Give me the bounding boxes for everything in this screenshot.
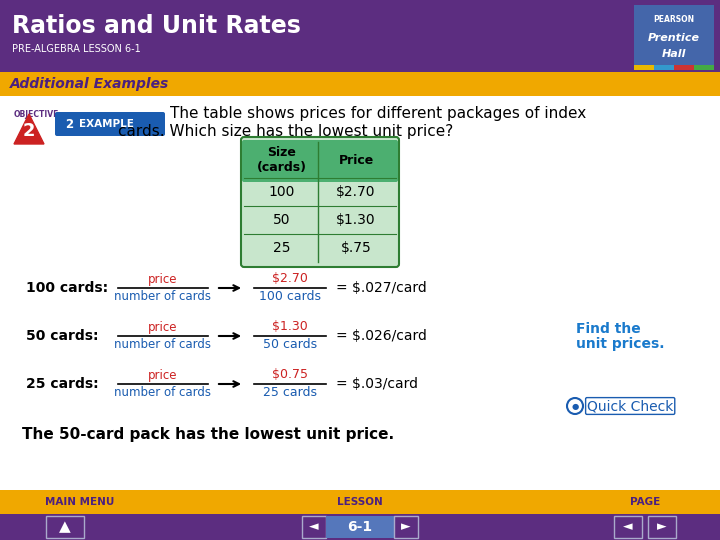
Text: PAGE: PAGE: [630, 497, 660, 507]
Text: ◄: ◄: [624, 521, 633, 534]
Bar: [0, 514, 720, 540]
Text: The 50-card pack has the lowest unit price.: The 50-card pack has the lowest unit pri…: [22, 427, 394, 442]
Bar: [694, 65, 714, 70]
Text: Price: Price: [338, 153, 374, 166]
Bar: [0, 0, 720, 72]
FancyBboxPatch shape: [242, 140, 398, 182]
Text: 2: 2: [65, 118, 73, 131]
Text: $0.75: $0.75: [272, 368, 308, 381]
Text: Ratios and Unit Rates: Ratios and Unit Rates: [12, 14, 301, 38]
Text: Hall: Hall: [662, 49, 686, 59]
Bar: [302, 516, 326, 538]
Text: 100 cards: 100 cards: [259, 291, 321, 303]
Bar: [394, 516, 418, 538]
Text: unit prices.: unit prices.: [576, 337, 665, 351]
Text: 50: 50: [274, 213, 291, 227]
Text: ●: ●: [572, 402, 579, 410]
Text: The table shows prices for different packages of index: The table shows prices for different pac…: [170, 106, 586, 121]
Text: PEARSON: PEARSON: [654, 15, 695, 24]
Text: cards. Which size has the lowest unit price?: cards. Which size has the lowest unit pr…: [118, 124, 454, 139]
Text: PRE-ALGEBRA LESSON 6-1: PRE-ALGEBRA LESSON 6-1: [12, 44, 140, 54]
Bar: [634, 5, 714, 70]
Text: 50 cards:: 50 cards:: [26, 329, 99, 343]
Text: Quick Check: Quick Check: [587, 399, 673, 413]
Text: $.75: $.75: [341, 241, 372, 255]
Bar: [326, 516, 394, 538]
Polygon shape: [14, 114, 44, 144]
Bar: [46, 516, 84, 538]
Text: = $.026/card: = $.026/card: [336, 329, 427, 343]
Text: ▲: ▲: [59, 519, 71, 535]
Text: 25 cards:: 25 cards:: [26, 377, 99, 391]
Bar: [654, 65, 674, 70]
Bar: [0, 490, 720, 540]
Text: EXAMPLE: EXAMPLE: [79, 119, 134, 129]
Text: 100 cards:: 100 cards:: [26, 281, 108, 295]
Text: ◄: ◄: [309, 521, 319, 534]
Text: price: price: [148, 368, 178, 381]
Text: 25 cards: 25 cards: [263, 387, 317, 400]
Text: number of cards: number of cards: [114, 339, 212, 352]
Text: LESSON: LESSON: [337, 497, 383, 507]
Bar: [614, 516, 642, 538]
Text: = $.027/card: = $.027/card: [336, 281, 427, 295]
Text: OBJECTIVE: OBJECTIVE: [14, 110, 59, 119]
Bar: [634, 65, 654, 70]
Text: Size
(cards): Size (cards): [257, 146, 307, 174]
Text: $2.70: $2.70: [272, 273, 308, 286]
Text: ►: ►: [401, 521, 411, 534]
Text: $1.30: $1.30: [272, 321, 308, 334]
Text: 100: 100: [269, 185, 295, 199]
Text: Prentice: Prentice: [648, 33, 700, 43]
Bar: [648, 516, 676, 538]
Bar: [0, 72, 720, 96]
Text: $1.30: $1.30: [336, 213, 376, 227]
Text: Find the: Find the: [576, 322, 641, 336]
Text: = $.03/card: = $.03/card: [336, 377, 418, 391]
Text: $2.70: $2.70: [336, 185, 376, 199]
Text: 2: 2: [23, 122, 35, 139]
Text: Additional Examples: Additional Examples: [10, 77, 169, 91]
FancyBboxPatch shape: [241, 137, 399, 267]
Text: ►: ►: [657, 521, 667, 534]
Text: 6-1: 6-1: [348, 520, 372, 534]
Text: 50 cards: 50 cards: [263, 339, 317, 352]
Text: 25: 25: [274, 241, 291, 255]
Text: number of cards: number of cards: [114, 291, 212, 303]
FancyBboxPatch shape: [55, 112, 165, 136]
Bar: [674, 65, 694, 70]
Text: price: price: [148, 321, 178, 334]
Text: MAIN MENU: MAIN MENU: [45, 497, 114, 507]
Text: number of cards: number of cards: [114, 387, 212, 400]
Text: price: price: [148, 273, 178, 286]
